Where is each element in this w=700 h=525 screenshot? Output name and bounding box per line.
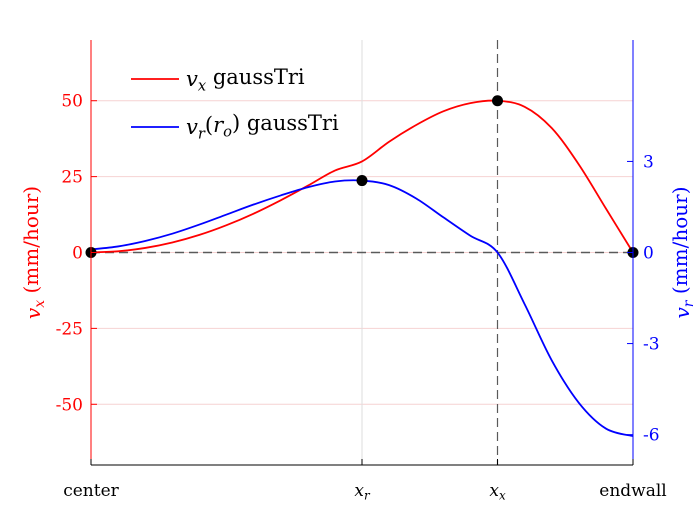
left-axis-title: vx (mm/hour) (19, 186, 48, 319)
left-tick-label: -50 (56, 395, 83, 415)
left-tick-label: -25 (56, 319, 83, 339)
x-tick-label: center (63, 481, 119, 501)
x-tick-label: xr (354, 481, 371, 503)
left-tick-label: 0 (72, 244, 83, 264)
ticks-layer: -50 -25 0 25 50 -6 -3 0 3 center xr xx endwall vx (mm… (19, 92, 697, 503)
data-marker (492, 95, 503, 107)
x-tick-label: endwall (599, 481, 666, 501)
right-tick-label: -6 (643, 426, 660, 446)
right-axis-title: vr (mm/hour) (668, 186, 697, 318)
right-tick-label: -3 (643, 335, 660, 355)
x-tick-label: xx (489, 481, 506, 503)
left-tick-label: 50 (61, 92, 83, 112)
legend-label-vr: vr(ro) gaussTri (186, 111, 339, 142)
legend: vx gaussTri vr(ro) gaussTri (131, 65, 339, 142)
left-tick-label: 25 (61, 168, 83, 188)
legend-label-vx: vx gaussTri (186, 65, 305, 94)
series-line-vx (90, 99, 634, 254)
right-tick-label: 3 (643, 152, 654, 172)
data-marker (356, 175, 368, 187)
right-tick-label: 0 (643, 244, 654, 264)
